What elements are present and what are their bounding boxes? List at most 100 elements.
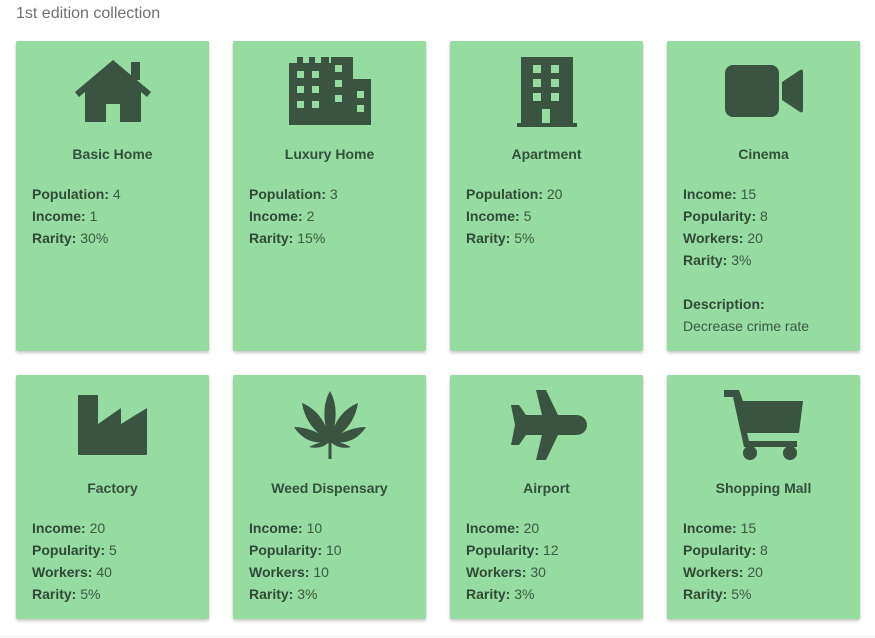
stat-label: Income: bbox=[683, 186, 737, 202]
stat-value: 15 bbox=[740, 520, 757, 536]
stat-label: Popularity: bbox=[466, 542, 540, 558]
airplane-icon bbox=[450, 389, 643, 461]
card-stats: Population: 3 Income: 2 Rarity: 15% bbox=[249, 183, 418, 249]
stat-value: 20 bbox=[523, 520, 540, 536]
stat-row: Income: 5 bbox=[466, 205, 635, 227]
stat-value: 20 bbox=[89, 520, 106, 536]
stat-label: Income: bbox=[249, 520, 303, 536]
stat-row: Workers: 30 bbox=[466, 561, 635, 583]
card-row-1: Basic Home Population: 4 Income: 1 Rarit… bbox=[16, 41, 861, 351]
stat-value: 12 bbox=[543, 542, 559, 558]
card-title: Weed Dispensary bbox=[271, 480, 388, 496]
stat-row: Income: 20 bbox=[32, 517, 201, 539]
stat-row: Popularity: 8 bbox=[683, 539, 852, 561]
stat-value: 15% bbox=[297, 230, 326, 246]
card-weed-dispensary[interactable]: Weed Dispensary Income: 10 Popularity: 1… bbox=[233, 375, 426, 619]
stat-value: 30% bbox=[80, 230, 109, 246]
shopping-cart-icon bbox=[667, 389, 860, 461]
card-shopping-mall[interactable]: Shopping Mall Income: 15 Popularity: 8 W… bbox=[667, 375, 860, 619]
card-title: Factory bbox=[87, 480, 138, 496]
stat-label: Population: bbox=[466, 186, 543, 202]
stat-label: Population: bbox=[32, 186, 109, 202]
card-stats: Income: 15 Popularity: 8 Workers: 20 Rar… bbox=[683, 517, 852, 605]
stat-value: 5% bbox=[80, 586, 101, 602]
stat-value: 2 bbox=[306, 208, 315, 224]
card-apartment[interactable]: Apartment Population: 20 Income: 5 Rarit… bbox=[450, 41, 643, 351]
card-luxury-home[interactable]: Luxury Home Population: 3 Income: 2 Rari… bbox=[233, 41, 426, 351]
stat-label: Rarity: bbox=[32, 586, 77, 602]
stat-row: Population: 20 bbox=[466, 183, 635, 205]
card-description: Description: Decrease crime rate bbox=[683, 293, 852, 337]
stat-label: Income: bbox=[683, 520, 737, 536]
stat-value: 5 bbox=[523, 208, 532, 224]
stat-row: Income: 15 bbox=[683, 517, 852, 539]
stat-row: Rarity: 3% bbox=[249, 583, 418, 605]
stat-label: Popularity: bbox=[683, 542, 757, 558]
description-label: Description: bbox=[683, 296, 765, 312]
stat-row: Income: 15 bbox=[683, 183, 852, 205]
card-stats: Income: 15 Popularity: 8 Workers: 20 Rar… bbox=[683, 183, 852, 337]
stat-label: Income: bbox=[249, 208, 303, 224]
card-basic-home[interactable]: Basic Home Population: 4 Income: 1 Rarit… bbox=[16, 41, 209, 351]
stat-row: Workers: 20 bbox=[683, 227, 852, 249]
stat-row: Rarity: 5% bbox=[466, 227, 635, 249]
stat-value: 40 bbox=[96, 564, 112, 580]
stat-label: Rarity: bbox=[249, 586, 294, 602]
stat-label: Workers: bbox=[466, 564, 527, 580]
page-title: 1st edition collection bbox=[16, 5, 161, 22]
stat-row: Income: 10 bbox=[249, 517, 418, 539]
stat-label: Income: bbox=[32, 208, 86, 224]
stat-label: Workers: bbox=[32, 564, 93, 580]
card-title: Cinema bbox=[738, 146, 789, 162]
card-title: Airport bbox=[523, 480, 570, 496]
card-stats: Income: 20 Popularity: 12 Workers: 30 Ra… bbox=[466, 517, 635, 605]
cannabis-leaf-icon bbox=[233, 389, 426, 461]
stat-label: Income: bbox=[32, 520, 86, 536]
stat-row: Rarity: 15% bbox=[249, 227, 418, 249]
card-title: Basic Home bbox=[72, 146, 153, 162]
city-buildings-icon bbox=[233, 55, 426, 127]
stat-value: 3 bbox=[329, 186, 338, 202]
stat-row: Population: 3 bbox=[249, 183, 418, 205]
stat-value: 8 bbox=[760, 542, 768, 558]
stat-value: 4 bbox=[112, 186, 121, 202]
card-factory[interactable]: Factory Income: 20 Popularity: 5 Workers… bbox=[16, 375, 209, 619]
description-text: Decrease crime rate bbox=[683, 318, 810, 334]
stat-value: 10 bbox=[306, 520, 323, 536]
stat-value: 1 bbox=[89, 208, 98, 224]
stat-label: Rarity: bbox=[249, 230, 294, 246]
stat-row: Popularity: 8 bbox=[683, 205, 852, 227]
stat-label: Workers: bbox=[249, 564, 310, 580]
stat-label: Rarity: bbox=[466, 230, 511, 246]
stat-label: Income: bbox=[466, 208, 520, 224]
card-airport[interactable]: Airport Income: 20 Popularity: 12 Worker… bbox=[450, 375, 643, 619]
card-title: Luxury Home bbox=[284, 146, 375, 162]
card-stats: Income: 10 Popularity: 10 Workers: 10 Ra… bbox=[249, 517, 418, 605]
stat-value: 5 bbox=[109, 542, 117, 558]
stat-row: Popularity: 10 bbox=[249, 539, 418, 561]
stat-label: Popularity: bbox=[683, 208, 757, 224]
stat-label: Income: bbox=[466, 520, 520, 536]
stat-row: Rarity: 3% bbox=[683, 249, 852, 271]
bottom-divider bbox=[0, 636, 875, 637]
card-cinema[interactable]: Cinema Income: 15 Popularity: 8 Workers:… bbox=[667, 41, 860, 351]
stat-value: 10 bbox=[326, 542, 342, 558]
house-icon bbox=[16, 55, 209, 127]
stat-row: Workers: 10 bbox=[249, 561, 418, 583]
stat-row: Population: 4 bbox=[32, 183, 201, 205]
stat-label: Workers: bbox=[683, 230, 744, 246]
stat-label: Rarity: bbox=[466, 586, 511, 602]
stat-value: 30 bbox=[530, 564, 546, 580]
stat-row: Workers: 20 bbox=[683, 561, 852, 583]
factory-icon bbox=[16, 389, 209, 461]
stat-value: 5% bbox=[514, 230, 535, 246]
stat-value: 3% bbox=[514, 586, 535, 602]
card-row-2: Factory Income: 20 Popularity: 5 Workers… bbox=[16, 375, 861, 619]
stat-value: 8 bbox=[760, 208, 768, 224]
stat-row: Income: 2 bbox=[249, 205, 418, 227]
card-stats: Population: 20 Income: 5 Rarity: 5% bbox=[466, 183, 635, 249]
stat-label: Workers: bbox=[683, 564, 744, 580]
stat-label: Popularity: bbox=[32, 542, 106, 558]
card-title: Shopping Mall bbox=[715, 480, 812, 496]
